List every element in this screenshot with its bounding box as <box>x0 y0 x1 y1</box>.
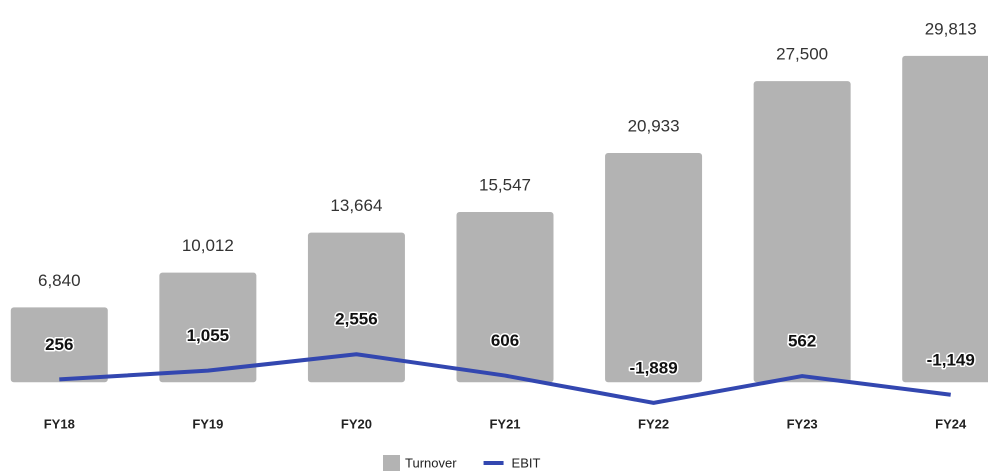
bar <box>159 272 257 383</box>
x-tick-label: FY20 <box>341 416 372 431</box>
line-value-label: 562 <box>788 332 816 351</box>
bar-value-label: 27,500 <box>776 45 828 64</box>
x-tick-label: FY22 <box>638 416 669 431</box>
bar <box>605 153 703 383</box>
bar-value-label: 15,547 <box>479 175 531 194</box>
x-tick-label: FY18 <box>44 416 75 431</box>
bar <box>902 55 988 383</box>
line-value-label: 2,556 <box>335 310 378 329</box>
bar <box>753 81 851 383</box>
x-tick-label: FY24 <box>935 416 967 431</box>
x-tick-label: FY21 <box>489 416 520 431</box>
x-tick-label: FY23 <box>787 416 818 431</box>
bar-value-label: 29,813 <box>925 19 977 38</box>
line <box>59 352 951 405</box>
legend-swatch <box>383 455 400 472</box>
bar <box>307 232 405 383</box>
line-value-label: 256 <box>45 335 73 354</box>
line-value-label: 606 <box>491 331 519 350</box>
line-value-label: -1,149 <box>927 350 975 369</box>
bar-value-label: 6,840 <box>38 271 81 290</box>
bar <box>10 307 108 383</box>
x-tick-label: FY19 <box>192 416 223 431</box>
legend-label: Turnover <box>405 455 457 470</box>
bar <box>456 212 554 383</box>
bar-value-label: 10,012 <box>182 236 234 255</box>
line-value-label: -1,889 <box>629 358 677 377</box>
bar-value-label: 13,664 <box>330 196 382 215</box>
legend-label: EBIT <box>512 455 541 470</box>
bar-value-label: 20,933 <box>628 117 680 136</box>
line-value-label: 1,055 <box>187 326 230 345</box>
